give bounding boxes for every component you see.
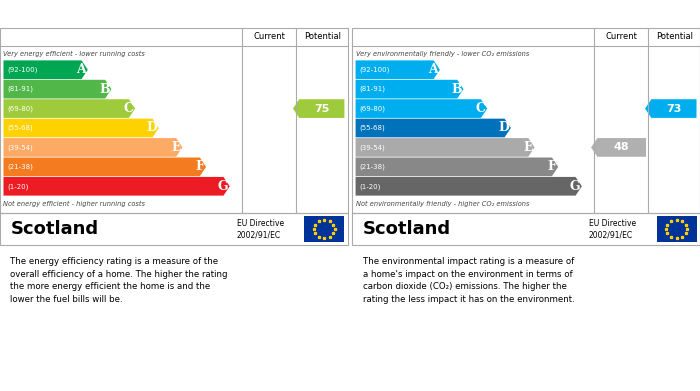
Polygon shape (356, 99, 487, 118)
Text: (1-20): (1-20) (8, 183, 29, 190)
Text: A: A (76, 63, 86, 76)
Text: A: A (428, 63, 438, 76)
Text: (39-54): (39-54) (360, 144, 386, 151)
Text: E: E (172, 141, 181, 154)
Polygon shape (356, 118, 511, 137)
Polygon shape (356, 80, 463, 99)
Text: B: B (99, 83, 110, 96)
Text: (1-20): (1-20) (360, 183, 381, 190)
Text: Scotland: Scotland (10, 220, 99, 238)
Text: (21-38): (21-38) (360, 163, 386, 170)
Text: (92-100): (92-100) (360, 66, 390, 73)
Polygon shape (356, 138, 535, 157)
Text: Very environmentally friendly - lower CO₂ emissions: Very environmentally friendly - lower CO… (356, 51, 529, 57)
Text: Scotland: Scotland (363, 220, 451, 238)
Text: C: C (475, 102, 486, 115)
Polygon shape (591, 138, 646, 157)
Text: Not energy efficient - higher running costs: Not energy efficient - higher running co… (4, 201, 146, 208)
Text: Current: Current (606, 32, 638, 41)
Text: G: G (218, 180, 228, 193)
Polygon shape (356, 177, 582, 196)
Polygon shape (4, 99, 135, 118)
Bar (304, 215, 344, 242)
Text: F: F (547, 160, 556, 173)
Text: (69-80): (69-80) (8, 105, 34, 112)
Text: 75: 75 (314, 104, 330, 113)
Text: Potential: Potential (304, 32, 341, 41)
Polygon shape (4, 118, 159, 137)
Polygon shape (293, 99, 344, 118)
Text: (81-91): (81-91) (360, 86, 386, 92)
Text: Very energy efficient - lower running costs: Very energy efficient - lower running co… (4, 51, 146, 57)
Text: Potential: Potential (657, 32, 693, 41)
Text: (39-54): (39-54) (8, 144, 34, 151)
Text: C: C (123, 102, 134, 115)
Text: 48: 48 (614, 142, 629, 152)
Text: (21-38): (21-38) (8, 163, 34, 170)
Polygon shape (645, 99, 696, 118)
Text: D: D (498, 122, 509, 135)
Text: The environmental impact rating is a measure of
a home's impact on the environme: The environmental impact rating is a mea… (363, 256, 574, 304)
Text: Current: Current (253, 32, 286, 41)
Text: D: D (146, 122, 157, 135)
Polygon shape (4, 177, 230, 196)
Text: E: E (524, 141, 533, 154)
Polygon shape (356, 158, 558, 176)
Bar (657, 215, 696, 242)
Polygon shape (4, 60, 88, 79)
Polygon shape (4, 80, 111, 99)
Text: 73: 73 (666, 104, 682, 113)
Text: F: F (195, 160, 204, 173)
Text: (81-91): (81-91) (8, 86, 34, 92)
Polygon shape (356, 60, 440, 79)
Polygon shape (4, 158, 206, 176)
Text: (92-100): (92-100) (8, 66, 38, 73)
Text: (55-68): (55-68) (360, 125, 386, 131)
Polygon shape (4, 138, 183, 157)
Text: Energy Efficiency Rating: Energy Efficiency Rating (7, 7, 178, 20)
Text: (55-68): (55-68) (8, 125, 34, 131)
Text: (69-80): (69-80) (360, 105, 386, 112)
Text: Not environmentally friendly - higher CO₂ emissions: Not environmentally friendly - higher CO… (356, 201, 529, 208)
Text: G: G (570, 180, 580, 193)
Text: EU Directive
2002/91/EC: EU Directive 2002/91/EC (237, 219, 284, 239)
Text: The energy efficiency rating is a measure of the
overall efficiency of a home. T: The energy efficiency rating is a measur… (10, 256, 228, 304)
Text: Environmental Impact (CO₂) Rating: Environmental Impact (CO₂) Rating (359, 7, 605, 20)
Text: B: B (452, 83, 462, 96)
Text: EU Directive
2002/91/EC: EU Directive 2002/91/EC (589, 219, 636, 239)
